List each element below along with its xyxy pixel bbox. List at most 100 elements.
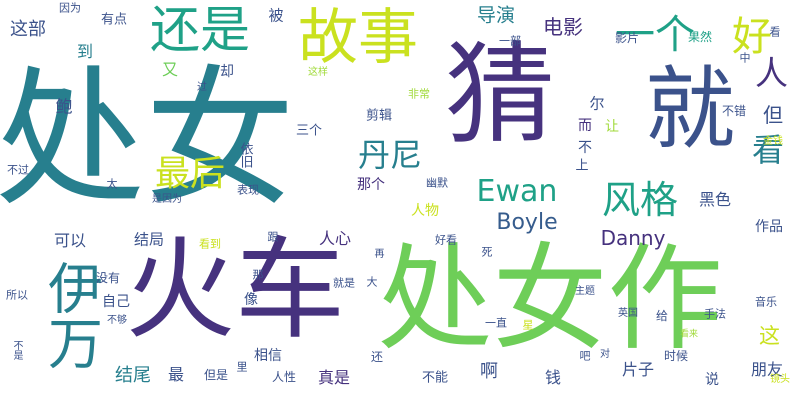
cloud-word: 大 (366, 275, 378, 289)
cloud-word: 处女 (0, 53, 296, 227)
cloud-word: 金钱 (763, 136, 783, 147)
cloud-word: 依旧 (237, 142, 253, 168)
cloud-word: 死 (481, 245, 493, 259)
cloud-word: 伊万 (38, 260, 103, 370)
cloud-word: 剪辑 (365, 108, 393, 124)
cloud-word: 好看 (435, 233, 457, 247)
cloud-word: 跟 (267, 230, 279, 244)
cloud-word: 让 (605, 119, 619, 135)
cloud-word: 一直 (485, 316, 507, 330)
cloud-word: 星 (522, 318, 534, 332)
cloud-word: 自己 (102, 294, 130, 310)
cloud-word: 看来 (679, 329, 699, 340)
cloud-word: 那个 (357, 177, 385, 193)
cloud-word: 钱 (544, 368, 562, 387)
cloud-word: 结尾 (115, 365, 151, 386)
cloud-word: 再 (372, 248, 383, 258)
cloud-word: 而 (578, 118, 592, 134)
cloud-word: 没有 (95, 271, 121, 285)
cloud-word: 故事 (298, 3, 418, 73)
cloud-word: 影片 (614, 31, 640, 45)
cloud-word: 非常 (408, 87, 430, 101)
cloud-word: 表现 (237, 183, 259, 197)
cloud-word: 啊 (480, 361, 498, 382)
cloud-word: 不过 (7, 163, 29, 177)
cloud-word: 看到 (199, 237, 221, 251)
cloud-word: 吧 (579, 349, 591, 363)
cloud-word: 片子 (621, 360, 655, 379)
cloud-word: 处女作 (377, 232, 723, 367)
cloud-word: 太 (106, 177, 118, 191)
cloud-word: 最 (167, 365, 185, 384)
cloud-word: 手法 (704, 307, 726, 321)
cloud-word: 音乐 (755, 295, 777, 309)
cloud-word: 这部 (10, 19, 46, 40)
cloud-word: 不是 (11, 340, 22, 360)
cloud-word: 结局 (133, 230, 165, 249)
cloud-word: 人 (749, 55, 789, 89)
cloud-word: 人物 (411, 203, 439, 219)
cloud-word: 人心 (318, 229, 352, 248)
cloud-word: 看 (769, 25, 781, 39)
cloud-word: 上 (575, 158, 589, 174)
cloud-word: Ewan (476, 174, 558, 209)
cloud-word: Danny (600, 226, 666, 250)
cloud-word: 猜 (445, 31, 555, 159)
cloud-word: 三个 (295, 123, 323, 139)
cloud-word: Boyle (496, 210, 558, 235)
cloud-word: 不错 (721, 104, 747, 118)
cloud-word: 给 (655, 309, 669, 323)
cloud-word: 果然 (687, 30, 713, 44)
cloud-word: 最后 (154, 154, 226, 195)
cloud-word: 看 (751, 131, 785, 169)
cloud-word: 有点 (100, 12, 128, 28)
cloud-word: 电影 (543, 15, 583, 39)
cloud-word: 一部 (499, 34, 521, 48)
cloud-word: 好 (725, 15, 771, 55)
cloud-word: 镜头 (770, 374, 790, 385)
cloud-word: 英国 (618, 308, 638, 319)
cloud-word: 里 (236, 360, 248, 374)
cloud-word: 是因为 (152, 194, 182, 205)
cloud-word: 黑色 (698, 190, 732, 209)
cloud-word: 人性 (271, 370, 297, 384)
cloud-word: 对 (600, 349, 610, 360)
cloud-word: 就 (645, 57, 735, 162)
cloud-word: 那 (252, 268, 264, 282)
cloud-word: 所以 (6, 288, 28, 302)
cloud-word: 火车 (125, 226, 345, 354)
cloud-word: 中 (739, 51, 751, 65)
cloud-word: 这 (756, 324, 781, 346)
cloud-word: 导演 (476, 4, 516, 27)
cloud-word: 相信 (254, 348, 282, 364)
cloud-word: 说 (705, 372, 719, 388)
cloud-word: 到 (76, 42, 94, 61)
cloud-word: 但是 (203, 368, 229, 382)
cloud-word: 这样 (308, 67, 328, 78)
cloud-word: 因为 (59, 1, 81, 15)
cloud-word: 就是 (333, 276, 355, 290)
cloud-word: 还 (370, 350, 384, 364)
cloud-word: 不 (578, 140, 592, 156)
cloud-word: 被 (268, 6, 284, 25)
cloud-word: 像 (244, 292, 258, 308)
cloud-word: 但 (763, 103, 783, 127)
cloud-word: 丹尼 (357, 136, 423, 174)
cloud-word: 又 (161, 60, 179, 79)
cloud-word: 一个 (615, 12, 695, 58)
cloud-word: 过 (197, 82, 207, 93)
cloud-word: 朋友 (750, 360, 784, 379)
cloud-word: 时候 (663, 349, 689, 363)
cloud-word: 作品 (755, 219, 783, 235)
cloud-word: 可以 (53, 231, 87, 250)
cloud-word: 不够 (107, 315, 127, 326)
cloud-word: 鲍 (55, 97, 73, 118)
cloud-word: 幽默 (426, 176, 448, 190)
cloud-word: 还是 (150, 1, 250, 59)
cloud-word: 尔 (589, 94, 605, 113)
cloud-word: 真是 (317, 368, 351, 387)
cloud-word: 却 (220, 64, 234, 80)
cloud-word: 不能 (421, 370, 449, 386)
cloud-word: 主题 (575, 286, 595, 297)
